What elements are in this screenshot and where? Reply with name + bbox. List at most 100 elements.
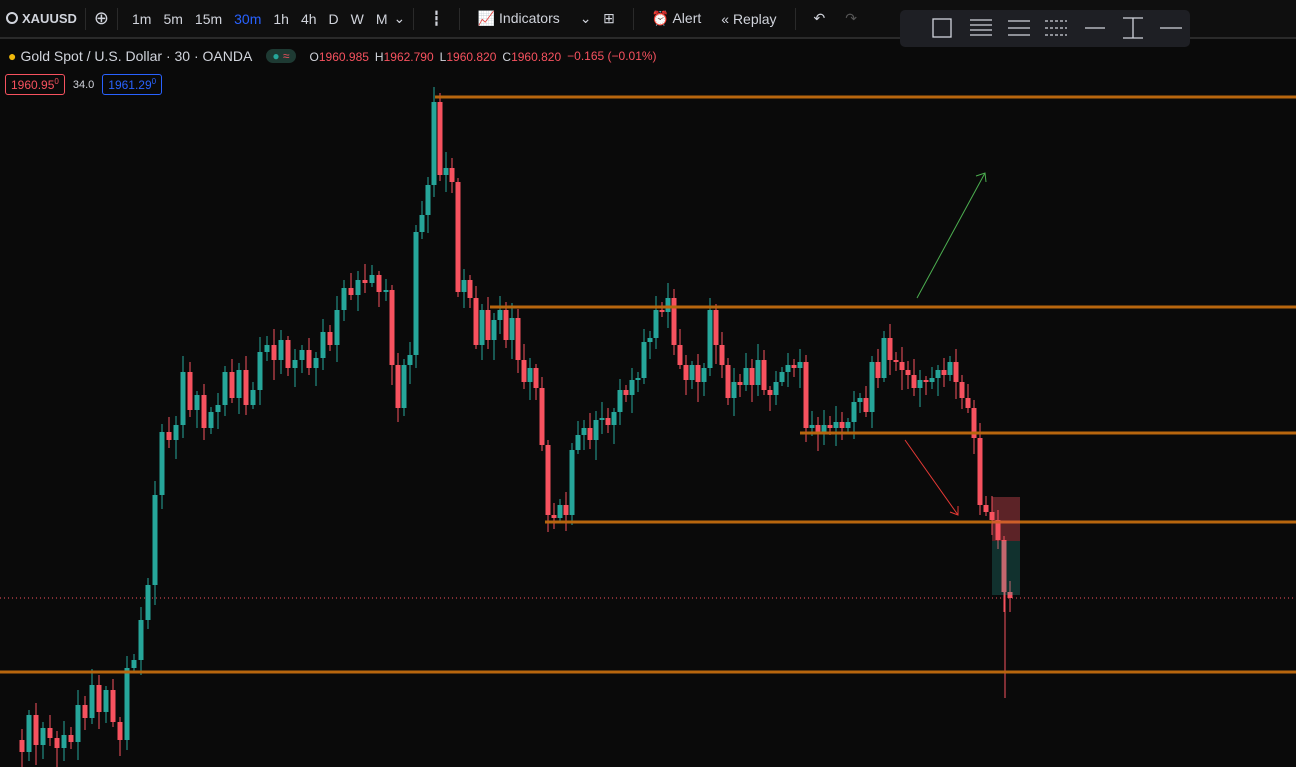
candle-body bbox=[437, 102, 443, 175]
tool-measure[interactable] bbox=[1123, 17, 1143, 39]
candle-body bbox=[683, 365, 689, 380]
candle-body bbox=[845, 422, 851, 428]
candle-body bbox=[833, 422, 839, 428]
candle-body bbox=[815, 425, 821, 432]
ask[interactable]: 1961.290 bbox=[102, 74, 163, 95]
interval[interactable]: 1h bbox=[273, 10, 289, 27]
alert-button[interactable]: ⏰ Alert bbox=[651, 10, 702, 26]
candle-body bbox=[1001, 540, 1007, 592]
candle-body bbox=[857, 398, 863, 402]
candle-body bbox=[641, 342, 647, 378]
candle-body bbox=[923, 380, 929, 382]
separator bbox=[413, 7, 415, 30]
candle-body bbox=[629, 380, 635, 395]
add-symbol[interactable]: ⊕ bbox=[93, 8, 109, 28]
interval[interactable]: 15m bbox=[194, 10, 223, 27]
candle-body bbox=[905, 370, 911, 375]
interval[interactable]: M bbox=[375, 10, 388, 27]
ask-sup: 0 bbox=[151, 77, 157, 86]
alert-label: Alert bbox=[672, 10, 702, 26]
candle-body bbox=[947, 362, 953, 375]
interval[interactable]: W bbox=[350, 10, 364, 27]
status: ● ≈ bbox=[266, 49, 296, 63]
replay-button[interactable]: « Replay bbox=[721, 10, 777, 27]
candle-body bbox=[551, 515, 557, 518]
candles bbox=[19, 87, 1013, 767]
candle-body bbox=[659, 310, 665, 312]
interval[interactable]: 4h bbox=[300, 10, 317, 27]
candle-body bbox=[869, 362, 875, 412]
interval[interactable]: D bbox=[328, 10, 339, 27]
spread: 34.0 bbox=[72, 78, 95, 91]
templates[interactable]: ⌄ ⊞ bbox=[579, 10, 615, 26]
candle-body bbox=[935, 370, 941, 378]
candle-body bbox=[773, 382, 779, 395]
candle-body bbox=[40, 728, 46, 745]
candle-body bbox=[521, 360, 527, 382]
candle-body bbox=[320, 332, 326, 358]
candle-body bbox=[617, 390, 623, 412]
candle-body bbox=[785, 365, 791, 372]
intervals: 1m 5m 15m 30m 1h 4h D W M bbox=[126, 11, 394, 27]
candle-body bbox=[26, 715, 32, 752]
bid[interactable]: 1960.950 bbox=[5, 74, 65, 95]
ohlc: O1960.985 H1962.790 L1960.820 C1960.820 bbox=[304, 48, 562, 64]
candle-body bbox=[33, 715, 39, 745]
candle-body bbox=[707, 310, 713, 368]
candle-body bbox=[407, 355, 413, 365]
candle-body bbox=[677, 345, 683, 365]
candle-body bbox=[779, 372, 785, 382]
separator bbox=[117, 7, 118, 30]
ohlc-key: O bbox=[309, 50, 319, 64]
candle-body bbox=[201, 395, 207, 428]
candle-body bbox=[443, 168, 449, 175]
redo[interactable]: ↷ bbox=[845, 10, 857, 26]
candle-body bbox=[138, 620, 144, 660]
candle-body bbox=[389, 290, 395, 365]
trade-prices[interactable]: 1960.950 34.0 1961.290 bbox=[5, 74, 163, 95]
candle-body bbox=[509, 318, 515, 340]
arrow-down bbox=[904, 439, 959, 516]
candle-body bbox=[395, 365, 401, 408]
ohlc-key: L bbox=[439, 50, 447, 64]
symbol[interactable]: XAUUSD bbox=[6, 11, 77, 26]
candle-body bbox=[761, 360, 767, 390]
interval[interactable]: 30m bbox=[234, 10, 262, 27]
candle-body bbox=[117, 722, 123, 740]
candle-body bbox=[665, 298, 671, 312]
tool-levels[interactable] bbox=[1008, 20, 1030, 36]
tool-fib[interactable] bbox=[970, 19, 992, 36]
chart-type[interactable]: ┇ bbox=[432, 10, 441, 26]
candle-body bbox=[605, 418, 611, 425]
candle-body bbox=[306, 350, 312, 368]
candle-body bbox=[791, 365, 797, 368]
candle-body bbox=[803, 362, 809, 428]
candle-body bbox=[653, 310, 659, 338]
ohlc-value: 1960.820 bbox=[511, 50, 562, 64]
candle-body bbox=[719, 345, 725, 365]
drawing-toolbar bbox=[900, 10, 1190, 47]
candle-body bbox=[1007, 592, 1013, 598]
candle-body bbox=[96, 685, 102, 712]
tool-range[interactable] bbox=[1045, 20, 1067, 36]
candle-body bbox=[341, 288, 347, 310]
interval[interactable]: 5m bbox=[163, 10, 183, 27]
indicators-label: Indicators bbox=[499, 10, 560, 26]
candle-body bbox=[725, 365, 731, 398]
interval[interactable]: 1m bbox=[132, 10, 152, 27]
candle-body bbox=[917, 380, 923, 388]
candle-body bbox=[887, 338, 893, 360]
tool-rect[interactable] bbox=[932, 18, 952, 38]
indicators-button[interactable]: 📈 Indicators bbox=[477, 10, 560, 26]
candle-body bbox=[61, 735, 67, 748]
candle-body bbox=[635, 378, 641, 380]
candle-body bbox=[965, 398, 971, 408]
interval-menu[interactable]: ⌄ bbox=[393, 10, 406, 26]
arrow-up bbox=[916, 172, 987, 299]
undo[interactable]: ↶ bbox=[813, 10, 826, 26]
candle-body bbox=[82, 705, 88, 718]
candle-body bbox=[491, 320, 497, 340]
candle-body bbox=[159, 432, 165, 495]
candle-body bbox=[533, 368, 539, 388]
